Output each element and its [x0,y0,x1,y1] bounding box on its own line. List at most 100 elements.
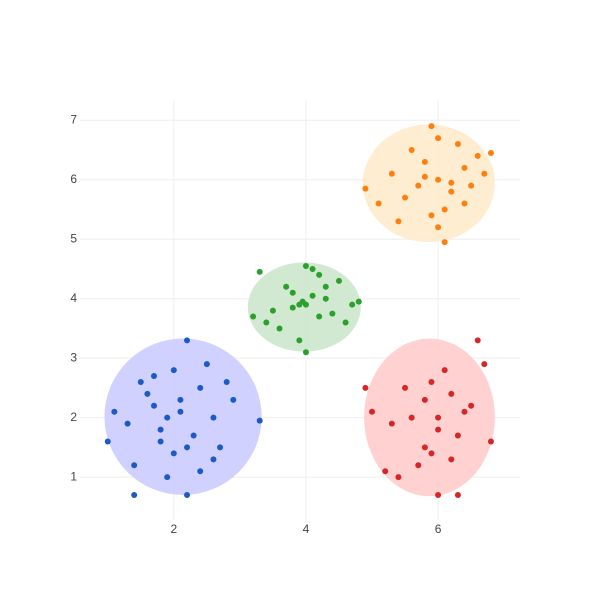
point [487,438,494,445]
point [461,164,468,171]
point [428,378,435,385]
point [302,349,309,356]
y-tick-label: 6 [70,172,77,186]
y-tick-label: 5 [70,231,77,245]
point [448,179,455,186]
points [104,123,494,499]
point [296,337,303,344]
point [299,298,306,305]
point [170,450,177,457]
point [421,173,428,180]
point [355,298,362,305]
point [289,289,296,296]
point [388,420,395,427]
point [375,200,382,207]
point [448,390,455,397]
point [150,373,157,380]
cluster-circle [364,338,495,497]
x-tick-label: 4 [303,522,310,536]
point [435,224,442,231]
point [164,474,171,481]
point [190,432,197,439]
point [441,367,448,374]
point [144,390,151,397]
point [124,420,131,427]
point [402,194,409,201]
point [217,444,224,451]
point [210,414,217,421]
point [184,492,191,499]
point [184,444,191,451]
point [210,456,217,463]
y-tick-label: 7 [70,112,77,126]
point [111,408,118,415]
point [435,176,442,183]
point [454,141,461,148]
point [421,444,428,451]
point [435,414,442,421]
point [150,402,157,409]
point [435,492,442,499]
point [322,295,329,302]
point [428,212,435,219]
point [131,462,138,469]
point [421,158,428,165]
point [164,414,171,421]
point [349,301,356,308]
point [316,313,323,320]
point [362,384,369,391]
cluster-circle [362,124,495,243]
point [197,468,204,475]
y-tick-label: 3 [70,350,77,364]
cluster-circle [104,338,262,496]
point [309,292,316,299]
point [468,182,475,189]
point [170,367,177,374]
point [395,474,402,481]
point [131,492,138,499]
y-tick-label: 4 [70,291,77,305]
point [269,307,276,314]
point [283,283,290,290]
point [481,361,488,368]
point [335,277,342,284]
point [302,262,309,269]
point [329,310,336,317]
tick-labels: 2 4 6 1 2 3 4 5 6 7 [70,112,441,536]
point [461,200,468,207]
shapes [104,124,495,497]
point [316,271,323,278]
point [157,426,164,433]
point [454,492,461,499]
point [250,313,257,320]
point [184,337,191,344]
point [454,432,461,439]
point [137,378,144,385]
point [474,337,481,344]
point [342,319,349,326]
point [415,182,422,189]
point [322,283,329,290]
y-tick-label: 2 [70,410,77,424]
point [362,185,369,192]
point [408,146,415,153]
point [402,384,409,391]
point [256,268,263,275]
point [230,396,237,403]
point [382,468,389,475]
point [441,239,448,246]
point [203,361,210,368]
point [435,135,442,142]
point [309,265,316,272]
point [369,408,376,415]
point [428,123,435,130]
x-tick-label: 6 [435,522,442,536]
point [461,408,468,415]
x-tick-label: 2 [170,522,177,536]
point [276,325,283,332]
point [448,456,455,463]
point [421,396,428,403]
point [415,462,422,469]
point [289,304,296,311]
